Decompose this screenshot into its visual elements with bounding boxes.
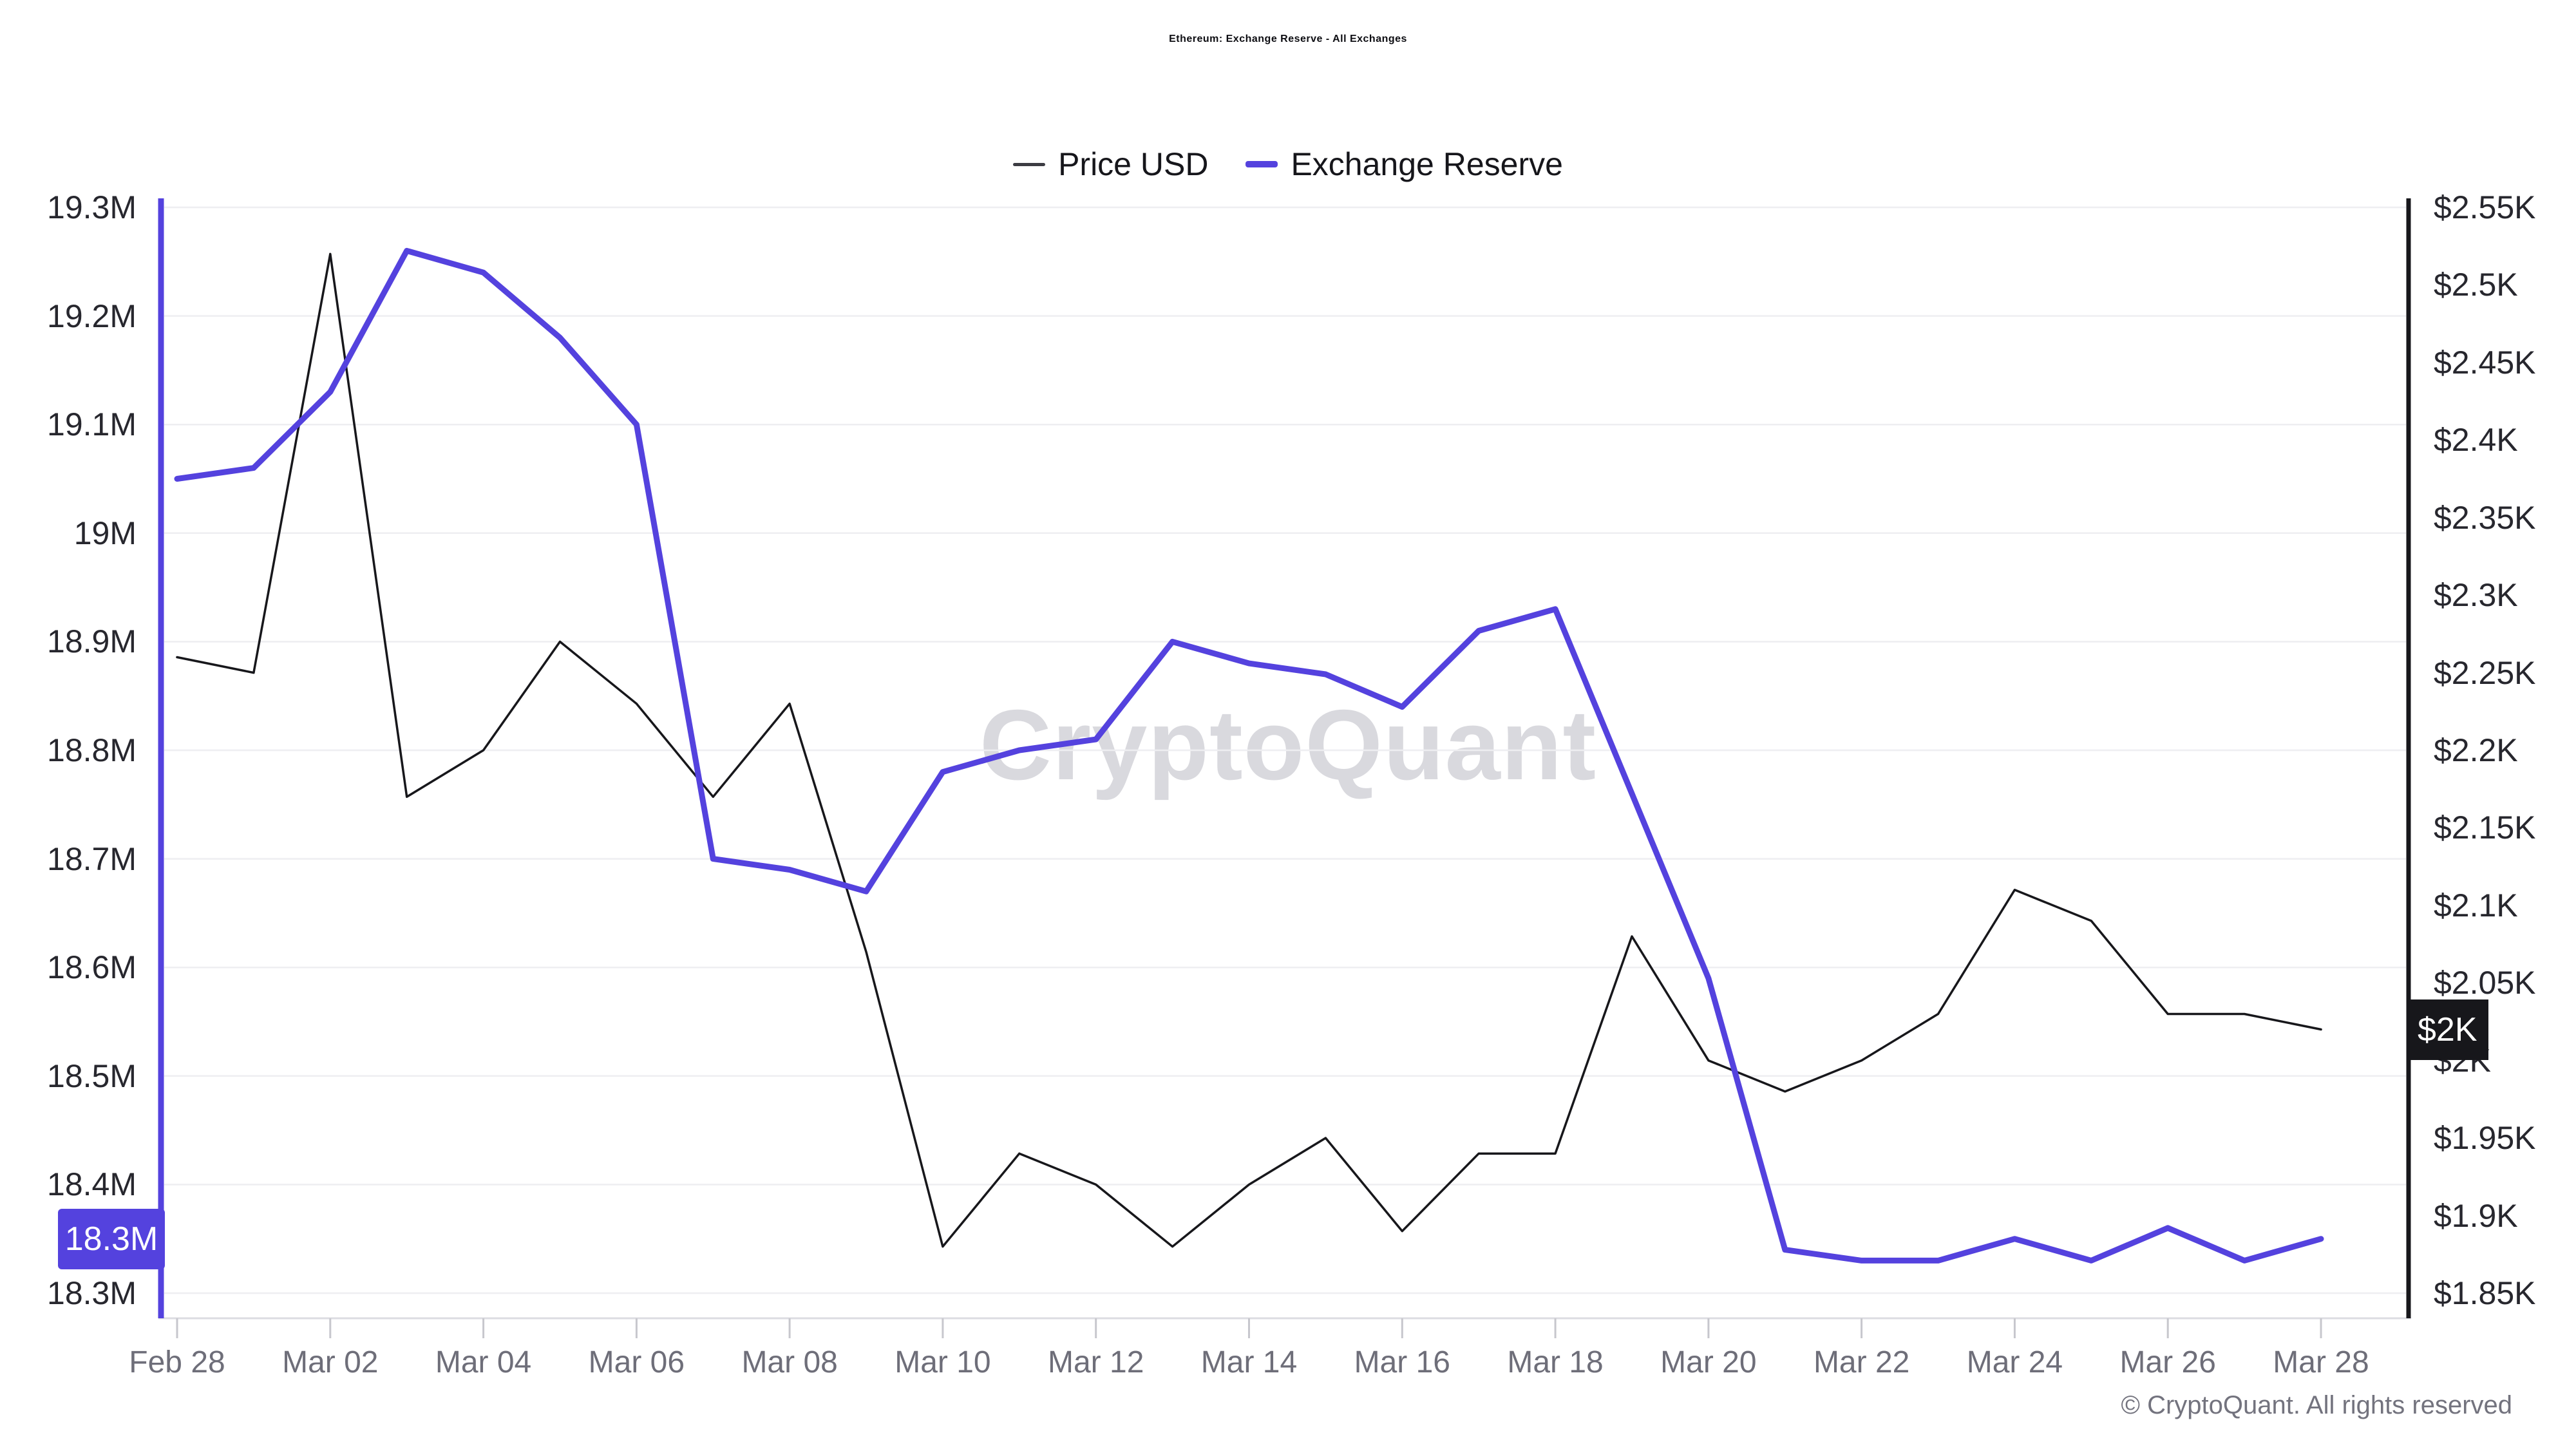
y-axis-label-left: 18.3M <box>47 1275 137 1311</box>
y-axis-label-right: $2.55K <box>2434 189 2536 225</box>
x-axis-label: Mar 28 <box>2273 1345 2369 1379</box>
y-axis-label-left: 18.8M <box>47 732 137 768</box>
x-axis-label: Mar 12 <box>1048 1345 1144 1379</box>
legend-swatch-price-usd <box>1013 162 1046 166</box>
y-axis-label-right: $2.1K <box>2434 887 2518 923</box>
y-axis-label-right: $1.9K <box>2434 1197 2518 1234</box>
x-axis-label: Mar 06 <box>588 1345 685 1379</box>
legend: Price USD Exchange Reserve <box>0 146 2576 183</box>
x-axis-label: Mar 22 <box>1813 1345 1910 1379</box>
y-axis-label-left: 18.9M <box>47 623 137 660</box>
current-value-badge-reserve: 18.3M <box>58 1208 165 1269</box>
y-axis-label-left: 19M <box>73 515 137 551</box>
x-axis-label: Mar 02 <box>282 1345 379 1379</box>
legend-label-exchange-reserve: Exchange Reserve <box>1291 146 1563 182</box>
y-axis-label-right: $2.15K <box>2434 810 2536 846</box>
y-axis-label-left: 18.6M <box>47 949 137 986</box>
legend-item-exchange-reserve[interactable]: Exchange Reserve <box>1245 146 1563 183</box>
x-axis-label: Mar 08 <box>741 1345 838 1379</box>
y-axis-label-left: 18.4M <box>47 1166 137 1203</box>
legend-item-price-usd[interactable]: Price USD <box>1013 146 1208 183</box>
x-axis-label: Mar 26 <box>2119 1345 2216 1379</box>
x-axis-label: Mar 18 <box>1507 1345 1604 1379</box>
y-axis-label-left: 19.3M <box>47 189 137 225</box>
legend-swatch-exchange-reserve <box>1245 161 1278 167</box>
x-axis-label: Mar 24 <box>1966 1345 2063 1379</box>
y-axis-label-right: $2.05K <box>2434 965 2536 1001</box>
x-axis-label: Mar 20 <box>1660 1345 1757 1379</box>
y-axis-label-left: 18.7M <box>47 840 137 877</box>
current-value-badge-price: $2K <box>2410 999 2488 1060</box>
y-axis-label-left: 18.5M <box>47 1057 137 1094</box>
x-axis-label: Mar 14 <box>1200 1345 1298 1379</box>
y-axis-label-right: $2.5K <box>2434 267 2518 303</box>
chart-title: Ethereum: Exchange Reserve - All Exchang… <box>1169 33 1407 44</box>
y-axis-label-right: $2.25K <box>2434 654 2536 691</box>
y-axis-label-right: $2.3K <box>2434 577 2518 614</box>
x-axis-label: Feb 28 <box>129 1345 225 1379</box>
y-axis-label-left: 19.1M <box>47 406 137 443</box>
y-axis-label-left: 19.2M <box>47 298 137 334</box>
y-axis-label-right: $1.95K <box>2434 1120 2536 1157</box>
y-axis-label-right: $2.45K <box>2434 344 2536 381</box>
y-axis-label-right: $2.35K <box>2434 499 2536 536</box>
y-axis-label-right: $2.2K <box>2434 732 2518 768</box>
x-axis-label: Mar 04 <box>435 1345 532 1379</box>
y-axis-label-right: $2.4K <box>2434 422 2518 459</box>
x-axis-label: Mar 16 <box>1354 1345 1450 1379</box>
legend-label-price-usd: Price USD <box>1058 146 1209 182</box>
copyright-notice: © CryptoQuant. All rights reserved <box>2121 1391 2513 1419</box>
y-axis-label-right: $1.85K <box>2434 1275 2536 1311</box>
x-axis-label: Mar 10 <box>895 1345 991 1379</box>
